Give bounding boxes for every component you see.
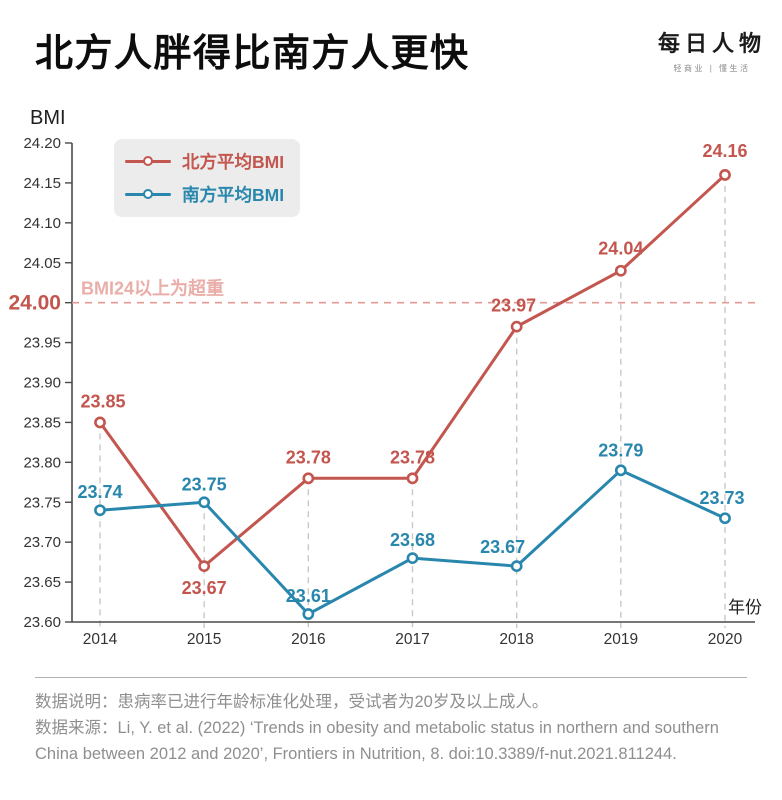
legend-marker-north <box>143 156 153 167</box>
point-label-north: 23.85 <box>80 391 125 411</box>
y-tick-label: 23.75 <box>23 494 61 511</box>
point-label-south: 23.75 <box>182 474 227 494</box>
x-tick-label: 2014 <box>83 631 118 648</box>
point-label-north: 23.67 <box>182 578 227 598</box>
y-tick-label: 23.95 <box>23 335 61 352</box>
y-axis-title: BMI <box>30 107 66 129</box>
point-label-south: 23.74 <box>77 482 122 502</box>
point-label-north: 23.78 <box>286 447 331 467</box>
y-tick-label: 24.05 <box>23 255 61 272</box>
brand-logo: 每日人物 轻商业 | 懂生活 <box>658 26 766 74</box>
legend-line-sample-north <box>125 156 171 167</box>
legend: 北方平均BMI 南方平均BMI <box>114 139 301 217</box>
data-point-south <box>94 504 106 517</box>
data-note-text: 患病率已进行年龄标准化处理，受试者为20岁及以上成人。 <box>117 693 549 711</box>
data-source-text: Li, Y. et al. (2022) ‘Trends in obesity … <box>35 719 719 763</box>
x-tick-label: 2019 <box>604 631 638 648</box>
point-label-south: 23.79 <box>598 440 643 460</box>
point-label-north: 23.78 <box>390 447 435 467</box>
data-point-south <box>614 464 627 477</box>
y-tick-label: 23.65 <box>23 574 61 591</box>
data-point-south <box>302 608 315 620</box>
page-title: 北方人胖得比南方人更快 <box>35 33 470 75</box>
point-label-south: 23.67 <box>480 537 525 557</box>
data-source-label: 数据来源： <box>35 719 118 737</box>
data-source-line: 数据来源：Li, Y. et al. (2022) ‘Trends in obe… <box>35 715 753 767</box>
data-point-north <box>302 472 315 485</box>
reference-line-label: BMI24以上为超重 <box>81 278 224 299</box>
x-tick-label: 2020 <box>708 631 743 648</box>
footer-notes: 数据说明：患病率已进行年龄标准化处理，受试者为20岁及以上成人。 数据来源：Li… <box>35 689 753 767</box>
data-note-line: 数据说明：患病率已进行年龄标准化处理，受试者为20岁及以上成人。 <box>35 689 753 715</box>
y-tick-label: 24.20 <box>23 135 61 152</box>
data-point-south <box>719 512 731 525</box>
x-tick-label: 2017 <box>395 631 429 648</box>
y-tick-label: 24.15 <box>23 175 61 192</box>
point-label-south: 23.61 <box>286 586 331 606</box>
data-point-south <box>198 496 211 509</box>
point-label-north: 23.97 <box>491 296 536 316</box>
data-point-north <box>198 560 211 573</box>
point-label-south: 23.73 <box>699 488 744 508</box>
y-tick-label: 23.85 <box>23 414 61 431</box>
data-point-north <box>94 416 106 429</box>
legend-label-south: 南方平均BMI <box>182 185 285 205</box>
x-axis-title: 年份 <box>728 598 762 617</box>
data-point-north <box>406 472 419 485</box>
data-point-north <box>614 264 627 277</box>
brand-logo-text: 每日人物 <box>657 31 766 56</box>
data-point-north <box>719 169 731 181</box>
x-tick-label: 2015 <box>187 631 221 648</box>
y-tick-label: 23.60 <box>23 614 61 631</box>
legend-item-south: 南方平均BMI <box>125 182 284 207</box>
data-note-label: 数据说明： <box>35 693 118 711</box>
y-tick-label: 23.80 <box>23 454 61 471</box>
data-point-south <box>406 552 419 565</box>
y-tick-label: 24.10 <box>23 215 61 232</box>
point-label-south: 23.68 <box>390 530 435 550</box>
brand-logo-tagline: 轻商业 | 懂生活 <box>673 64 751 73</box>
point-label-north: 24.04 <box>598 239 643 259</box>
legend-item-north: 北方平均BMI <box>125 149 284 174</box>
legend-label-north: 北方平均BMI <box>182 152 285 172</box>
legend-line-sample-south <box>125 189 171 200</box>
point-label-north: 24.16 <box>702 141 747 161</box>
legend-marker-south <box>143 189 153 200</box>
series-line-north <box>98 173 727 568</box>
x-tick-label: 2018 <box>499 631 533 648</box>
y-tick-label: 24.00 <box>8 292 61 315</box>
data-point-south <box>510 560 523 573</box>
footer-divider <box>35 677 747 678</box>
y-tick-label: 23.90 <box>23 375 61 392</box>
data-point-north <box>510 320 523 333</box>
x-tick-label: 2016 <box>291 631 325 648</box>
y-tick-label: 23.70 <box>23 534 61 551</box>
